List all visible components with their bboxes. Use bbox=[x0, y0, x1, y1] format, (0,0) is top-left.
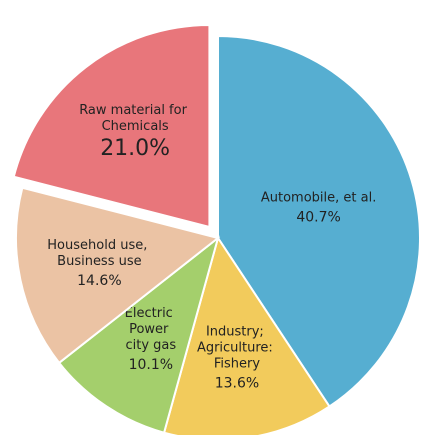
value-label: 10.1% bbox=[129, 357, 173, 373]
value-label: 14.6% bbox=[77, 273, 121, 289]
pie-slice bbox=[15, 186, 221, 365]
category-label: Household use, Business use bbox=[47, 237, 151, 268]
value-label: 21.0% bbox=[100, 136, 170, 161]
category-label: Raw material for Chemicals bbox=[79, 103, 191, 134]
pie-slice bbox=[12, 23, 211, 229]
category-label: Industry; Agriculture: Fishery bbox=[197, 324, 277, 371]
value-label: 40.7% bbox=[296, 210, 340, 226]
value-label: 13.6% bbox=[215, 376, 259, 392]
category-label: Electric Power city gas bbox=[125, 305, 177, 352]
category-label: Automobile, et al. bbox=[261, 190, 376, 205]
pie-slice bbox=[57, 235, 220, 434]
